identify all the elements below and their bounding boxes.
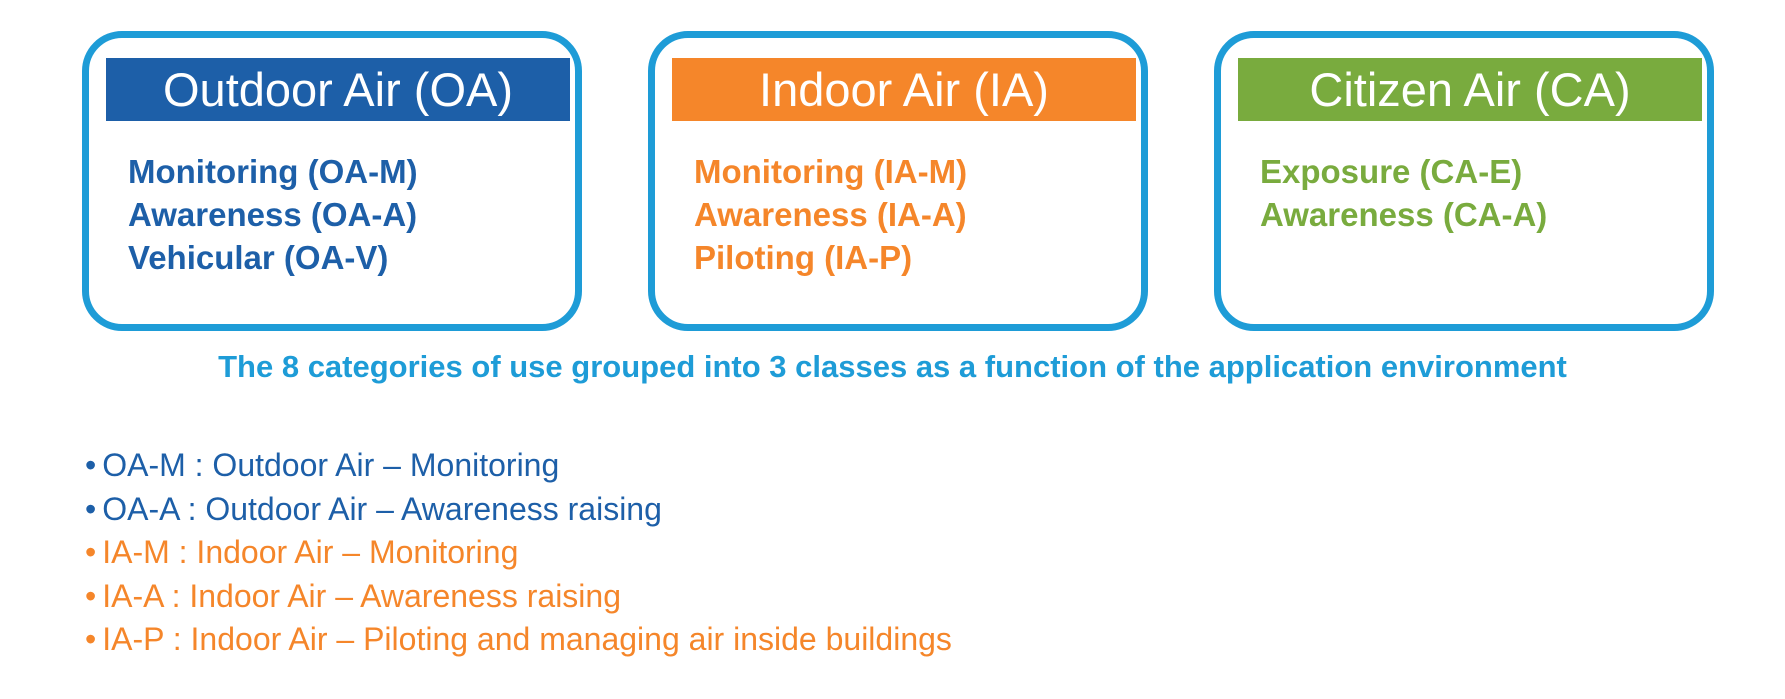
category-ca-e: Exposure (CA-E) bbox=[1260, 153, 1523, 190]
legend-text: IA-P : Indoor Air – Piloting and managin… bbox=[102, 621, 952, 657]
abbreviation-legend: • OA-M : Outdoor Air – Monitoring • OA-A :… bbox=[85, 444, 952, 662]
indoor-air-title: Indoor Air (IA) bbox=[672, 58, 1136, 121]
category-ia-m: Monitoring (IA-M) bbox=[694, 153, 968, 190]
bullet-glyph: • bbox=[85, 534, 97, 570]
bullet-glyph: • bbox=[85, 621, 97, 657]
legend-text: IA-M : Indoor Air – Monitoring bbox=[102, 534, 519, 570]
category-ca-a: Awareness (CA-A) bbox=[1260, 196, 1548, 233]
legend-item-ia-p: • IA-P : Indoor Air – Piloting and managi… bbox=[85, 618, 952, 662]
citizen-air-categories: Exposure (CA-E) Awareness (CA-A) bbox=[1260, 150, 1547, 236]
outdoor-air-class-box: Outdoor Air (OA) Monitoring (OA-M) Aware… bbox=[82, 31, 582, 331]
indoor-air-class-box: Indoor Air (IA) Monitoring (IA-M) Awaren… bbox=[648, 31, 1148, 331]
legend-item-ia-a: • IA-A : Indoor Air – Awareness raising bbox=[85, 575, 952, 619]
legend-text: OA-A : Outdoor Air – Awareness raising bbox=[102, 490, 662, 527]
category-oa-a: Awareness (OA-A) bbox=[128, 196, 418, 233]
indoor-air-categories: Monitoring (IA-M) Awareness (IA-A) Pilot… bbox=[694, 150, 967, 279]
outdoor-air-title: Outdoor Air (OA) bbox=[106, 58, 570, 121]
diagram-caption: The 8 categories of use grouped into 3 c… bbox=[218, 349, 1567, 384]
legend-text: IA-A : Indoor Air – Awareness raising bbox=[102, 577, 621, 614]
category-ia-a: Awareness (IA-A) bbox=[694, 196, 967, 233]
bullet-glyph: • bbox=[85, 447, 97, 483]
category-oa-v: Vehicular (OA-V) bbox=[128, 239, 389, 276]
bullet-glyph: • bbox=[85, 490, 97, 527]
category-oa-m: Monitoring (OA-M) bbox=[128, 153, 418, 190]
outdoor-air-categories: Monitoring (OA-M) Awareness (OA-A) Vehic… bbox=[128, 150, 418, 279]
legend-text: OA-M : Outdoor Air – Monitoring bbox=[102, 447, 560, 483]
legend-item-oa-a: • OA-A : Outdoor Air – Awareness raising bbox=[85, 488, 952, 532]
category-ia-p: Piloting (IA-P) bbox=[694, 239, 913, 276]
legend-item-oa-m: • OA-M : Outdoor Air – Monitoring bbox=[85, 444, 952, 488]
citizen-air-title: Citizen Air (CA) bbox=[1238, 58, 1702, 121]
citizen-air-class-box: Citizen Air (CA) Exposure (CA-E) Awarene… bbox=[1214, 31, 1714, 331]
bullet-glyph: • bbox=[85, 577, 97, 614]
legend-item-ia-m: • IA-M : Indoor Air – Monitoring bbox=[85, 531, 952, 575]
